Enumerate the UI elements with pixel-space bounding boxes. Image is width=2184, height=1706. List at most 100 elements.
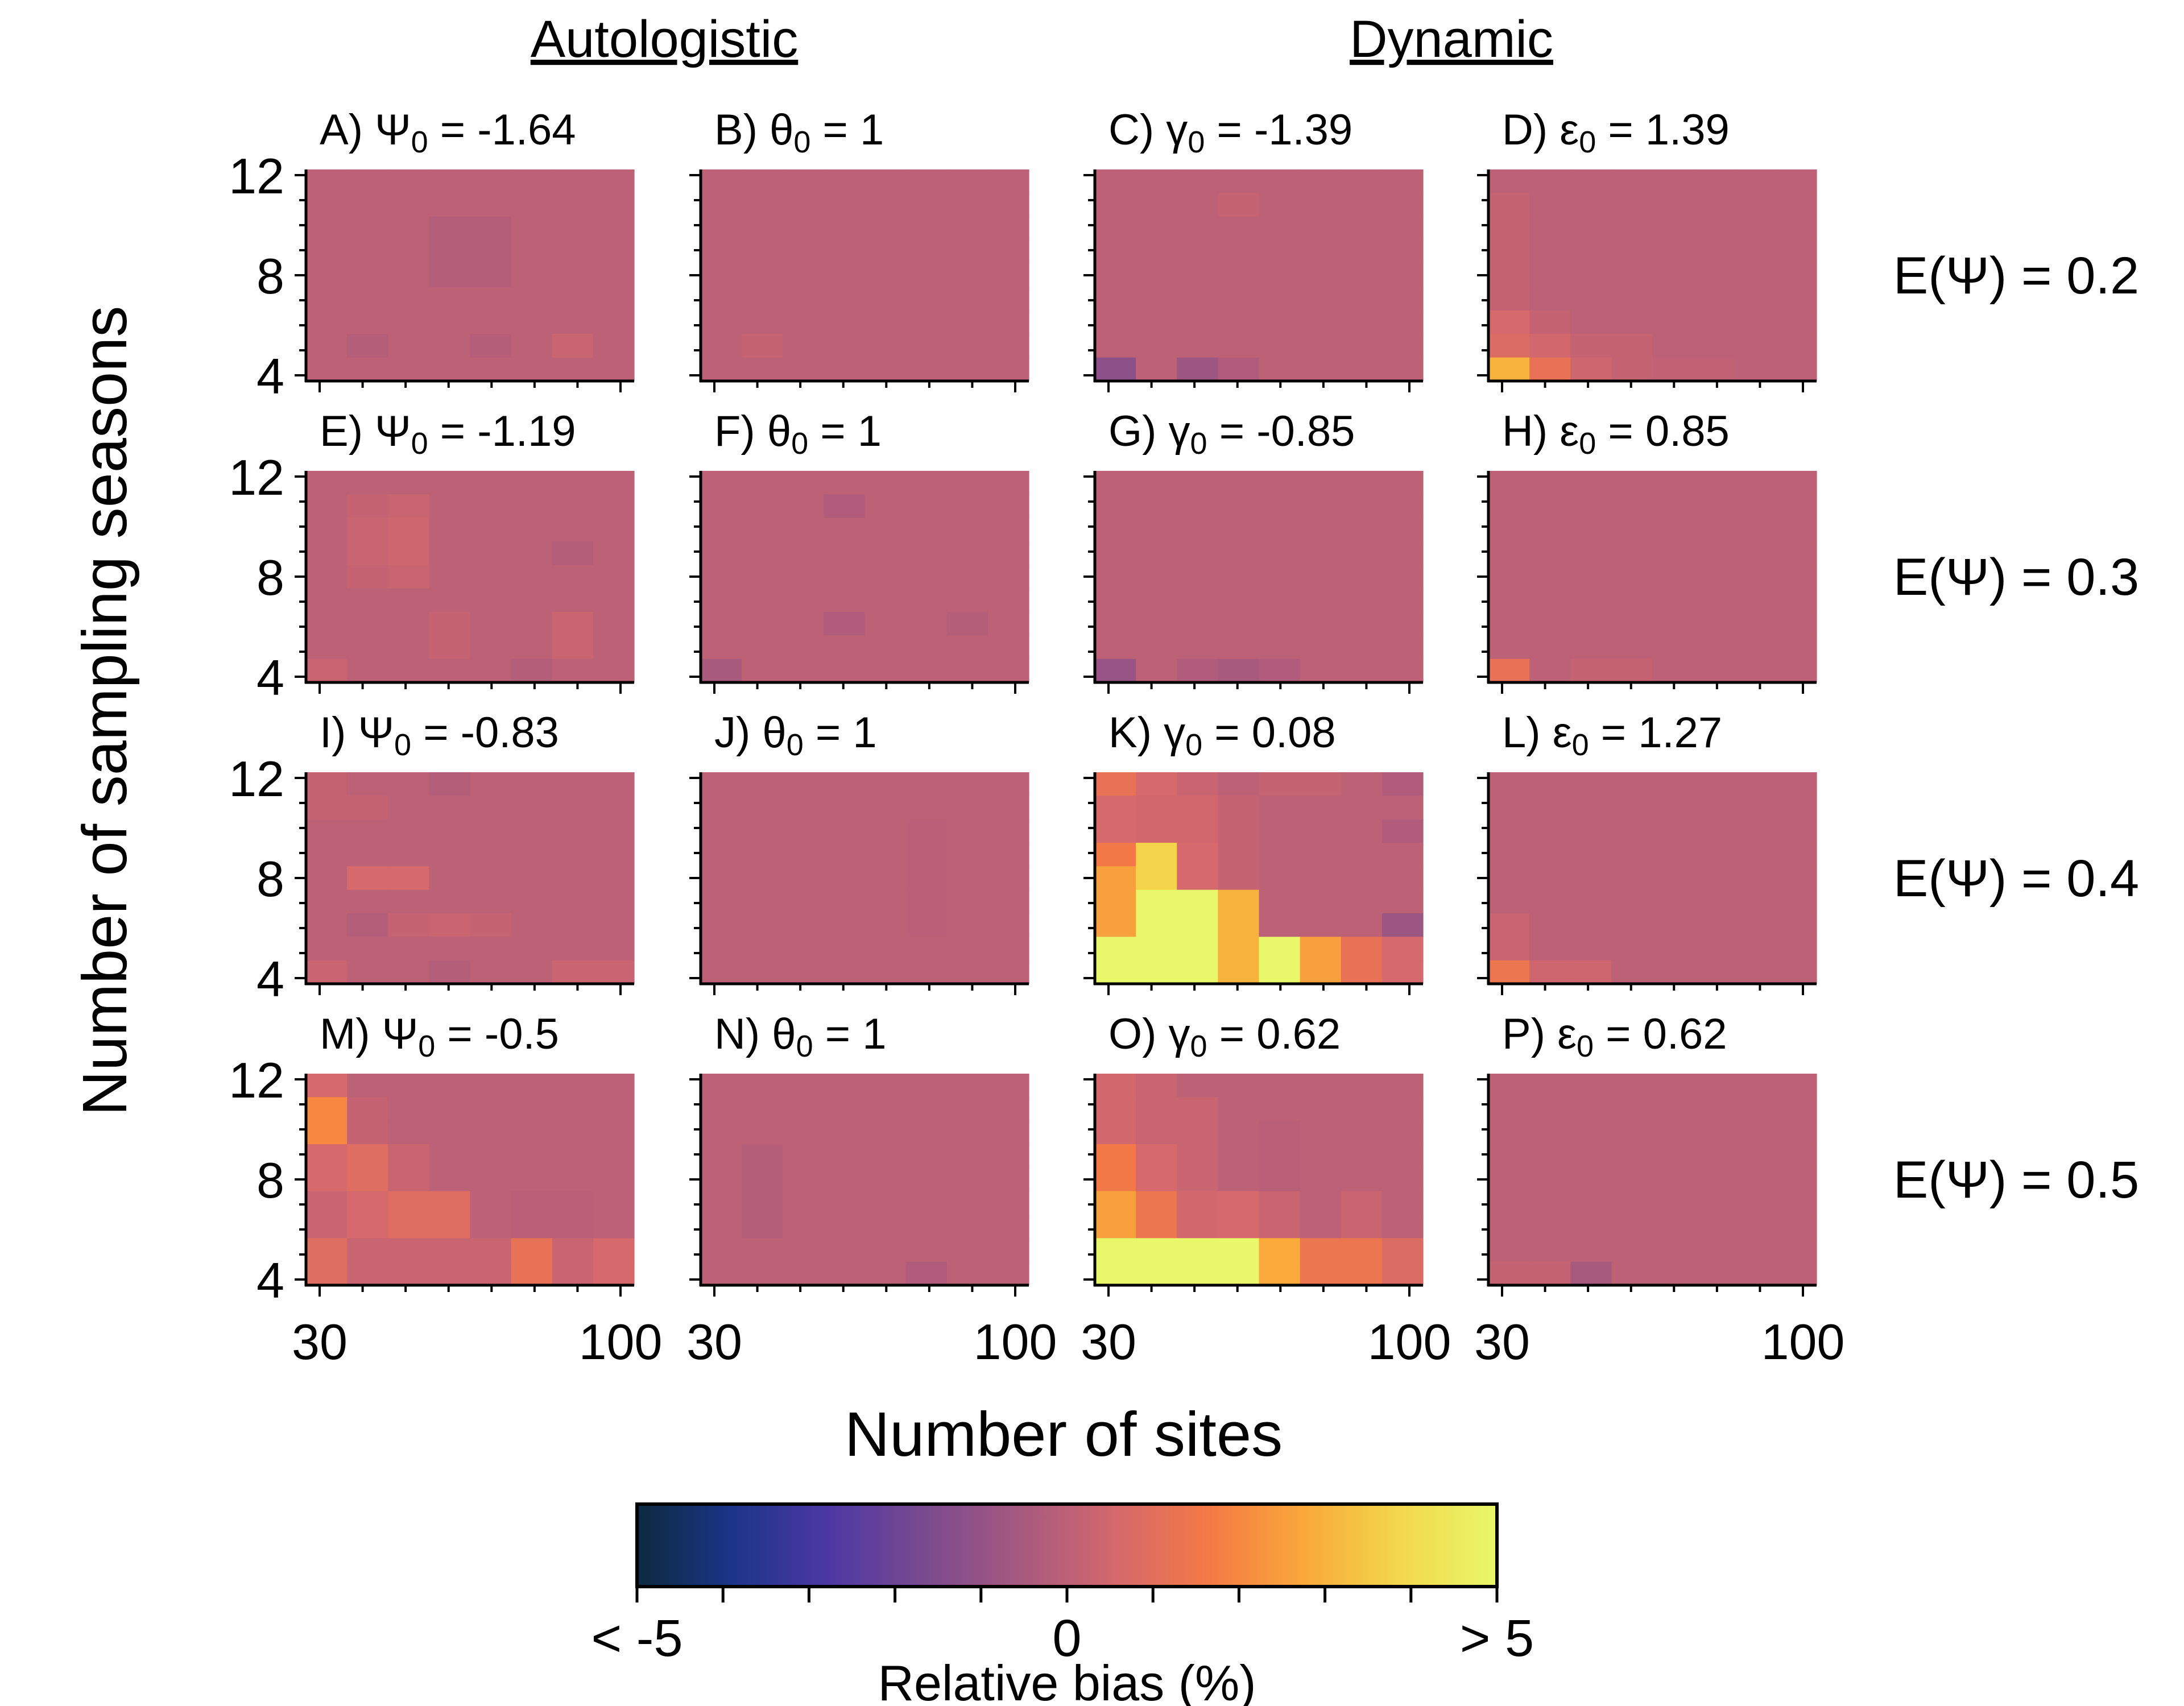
heatmap-cell xyxy=(1218,960,1260,984)
heatmap-cell xyxy=(905,287,948,311)
heatmap-cell xyxy=(1611,193,1653,217)
heatmap-cell xyxy=(1693,1238,1735,1262)
heatmap-cell xyxy=(1775,772,1817,796)
heatmap-cell xyxy=(470,334,512,358)
heatmap-cell xyxy=(1381,169,1424,193)
heatmap-cell xyxy=(1300,263,1342,288)
heatmap-cell xyxy=(1136,960,1177,984)
heatmap-cell xyxy=(552,635,594,660)
row-labels: E(Ψ) = 0.2 E(Ψ) = 0.3 E(Ψ) = 0.4 E(Ψ) = 0.5 xyxy=(1893,247,2139,1209)
heatmap-cell xyxy=(987,1120,1029,1145)
heatmap-cell xyxy=(1177,1167,1218,1192)
heatmap-cell xyxy=(987,357,1029,382)
heatmap-cell xyxy=(1570,565,1612,589)
heatmap-cell xyxy=(783,1074,824,1098)
heatmap-cell xyxy=(1341,1074,1383,1098)
heatmap-cell xyxy=(1775,193,1817,217)
heatmap-cell xyxy=(1488,240,1530,264)
heatmap-cell xyxy=(905,659,948,683)
heatmap-cell xyxy=(306,310,348,334)
heatmap-cell xyxy=(1177,1215,1218,1239)
heatmap-cell xyxy=(1775,796,1817,820)
heatmap-cell xyxy=(1136,310,1177,334)
heatmap-panel: C) γ0 = -1.39 xyxy=(1083,106,1424,392)
heatmap-cell xyxy=(1611,565,1653,589)
heatmap-cell xyxy=(470,612,512,636)
heatmap-cell xyxy=(1381,796,1424,820)
heatmap-cell xyxy=(511,1261,553,1286)
heatmap-cell xyxy=(1734,541,1776,565)
panel-title-subscript: 0 xyxy=(1579,125,1596,159)
heatmap-cell xyxy=(1218,772,1260,796)
heatmap-cell xyxy=(593,357,635,382)
heatmap-cell xyxy=(742,1144,783,1168)
heatmap-cell xyxy=(1381,240,1424,264)
heatmap-cell xyxy=(946,659,988,683)
heatmap-cell xyxy=(701,889,742,914)
heatmap-cell xyxy=(1136,913,1177,937)
heatmap-cell xyxy=(946,494,988,519)
heatmap-cell xyxy=(783,1120,824,1145)
heatmap-cell xyxy=(1341,240,1383,264)
heatmap-cell xyxy=(1488,635,1530,660)
heatmap-cell xyxy=(1177,819,1218,843)
heatmap-cell xyxy=(511,1238,553,1262)
heatmap-cell xyxy=(306,612,348,636)
heatmap-cell xyxy=(701,1120,742,1145)
heatmap-cell xyxy=(470,1120,512,1145)
heatmap-cell xyxy=(1488,1167,1530,1192)
panel-title-value: = 0.08 xyxy=(1202,709,1336,757)
heatmap-cell xyxy=(1341,357,1383,382)
heatmap-cell xyxy=(864,1238,907,1262)
heatmap-cell xyxy=(824,517,866,542)
heatmap-cell xyxy=(1570,635,1612,660)
heatmap-cell xyxy=(905,1120,948,1145)
heatmap-cell xyxy=(552,240,594,264)
heatmap-cell xyxy=(701,1238,742,1262)
heatmap-cell xyxy=(1177,612,1218,636)
heatmap-cell xyxy=(987,1074,1029,1098)
heatmap-cell xyxy=(552,310,594,334)
heatmap-cell xyxy=(1095,772,1136,796)
heatmap-cell xyxy=(1611,588,1653,612)
heatmap-panel: H) ε0 = 0.85 xyxy=(1477,407,1817,694)
heatmap-cell xyxy=(946,193,988,217)
heatmap-cell xyxy=(783,772,824,796)
heatmap-cell xyxy=(946,1261,988,1286)
heatmap-cell xyxy=(1693,1097,1735,1121)
heatmap-cell xyxy=(824,1120,866,1145)
panel-title-value: = 1.39 xyxy=(1596,106,1730,154)
heatmap-cell xyxy=(742,819,783,843)
panel-title-param: G) γ xyxy=(1108,407,1190,456)
heatmap-cell xyxy=(1177,1074,1218,1098)
heatmap-cell xyxy=(742,287,783,311)
heatmap-cell xyxy=(987,612,1029,636)
heatmap-cell xyxy=(1259,1167,1301,1192)
heatmap-cell xyxy=(1570,1144,1612,1168)
heatmap-cell xyxy=(1300,588,1342,612)
heatmap-cell xyxy=(1734,937,1776,961)
heatmap-cell xyxy=(1529,659,1571,683)
heatmap-cell xyxy=(1652,1167,1694,1192)
heatmap-cell xyxy=(824,216,866,241)
heatmap-cell xyxy=(1488,1097,1530,1121)
heatmap-cell xyxy=(429,659,471,683)
heatmap-cell xyxy=(701,612,742,636)
heatmap-cell xyxy=(1775,588,1817,612)
heatmap-cell xyxy=(388,866,429,891)
heatmap-cell xyxy=(905,517,948,542)
heatmap-cell xyxy=(864,193,907,217)
heatmap-cell xyxy=(987,635,1029,660)
heatmap-cell xyxy=(1570,1261,1612,1286)
heatmap-cell xyxy=(1259,1144,1301,1168)
heatmap-cell xyxy=(1488,169,1530,193)
heatmap-cell xyxy=(552,494,594,519)
x-tick-label: 100 xyxy=(579,1314,663,1370)
heatmap-cell xyxy=(593,471,635,495)
heatmap-cell xyxy=(306,1215,348,1239)
y-tick-label: 4 xyxy=(257,951,284,1007)
heatmap-cell xyxy=(1652,193,1694,217)
heatmap-cell xyxy=(470,1191,512,1215)
heatmap-cell xyxy=(1259,169,1301,193)
heatmap-cell xyxy=(1693,565,1735,589)
